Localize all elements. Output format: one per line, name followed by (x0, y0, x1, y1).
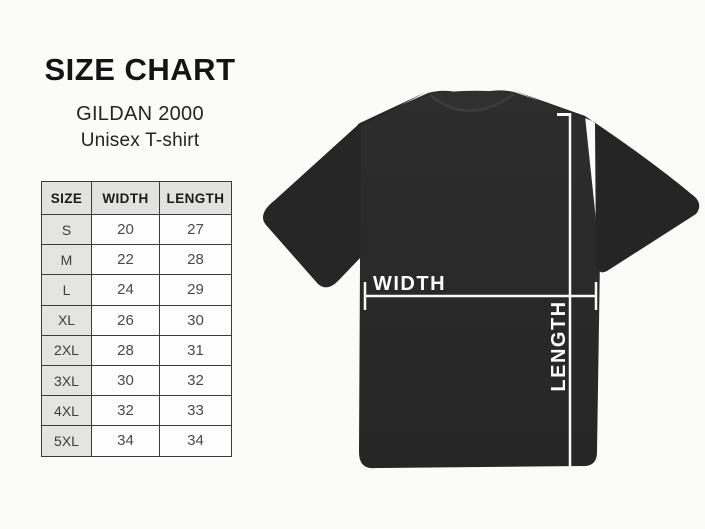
page-title: SIZE CHART (44, 52, 236, 87)
size-cell: M (41, 244, 92, 276)
width-measure (363, 282, 598, 310)
length-cell: 29 (159, 274, 232, 306)
tshirt-left-sleeve (263, 92, 426, 288)
product-type: Unisex T-shirt (80, 130, 200, 151)
tshirt-right-sleeve (512, 90, 700, 273)
tshirt-body (358, 90, 600, 469)
table-row: 2XL 28 31 (41, 334, 232, 366)
size-cell: 4XL (41, 395, 92, 427)
size-cell: 5XL (41, 425, 92, 457)
col-header-width: WIDTH (91, 181, 160, 215)
length-cell: 27 (159, 213, 232, 246)
length-cell: 34 (159, 425, 232, 457)
width-cell: 32 (91, 395, 160, 427)
width-cell: 30 (91, 364, 160, 397)
length-cell: 31 (159, 334, 232, 366)
table-row: 5XL 34 34 (41, 425, 232, 457)
width-label: WIDTH (373, 273, 446, 295)
width-cell: 28 (91, 334, 160, 366)
table-row: 3XL 30 32 (41, 364, 232, 397)
length-cell: 28 (159, 244, 232, 276)
table-row: M 22 28 (41, 244, 232, 276)
length-label: LENGTH (548, 300, 570, 391)
length-cell: 32 (159, 364, 232, 397)
length-measure (555, 113, 583, 471)
size-cell: L (41, 274, 92, 306)
size-cell: XL (41, 304, 92, 336)
size-table: SIZE WIDTH LENGTH S 20 27 M 22 28 L 24 2… (41, 181, 232, 457)
table-row: L 24 29 (41, 274, 232, 306)
width-cell: 24 (91, 274, 160, 306)
length-cell: 30 (159, 304, 232, 336)
header-block: SIZE CHART GILDAN 2000 Unisex T-shirt (20, 52, 260, 152)
tshirt-collar-seam (429, 92, 515, 112)
col-header-length: LENGTH (159, 181, 232, 215)
product-name: GILDAN 2000 (76, 103, 204, 125)
table-header-row: SIZE WIDTH LENGTH (41, 181, 232, 215)
width-cell: 34 (91, 425, 160, 457)
size-cell: S (41, 213, 92, 246)
